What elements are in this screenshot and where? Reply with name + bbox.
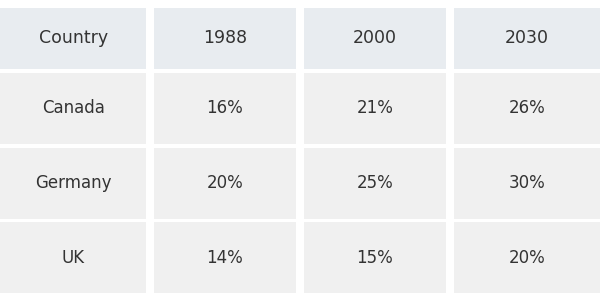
Text: 21%: 21% [356, 99, 394, 117]
Bar [304, 73, 446, 144]
Bar [0, 147, 146, 219]
Text: 20%: 20% [206, 174, 244, 192]
Bar [154, 73, 296, 144]
Bar [0, 8, 146, 69]
Text: 15%: 15% [356, 249, 394, 267]
Text: 20%: 20% [508, 249, 545, 267]
Bar [454, 222, 600, 293]
Bar [304, 8, 446, 69]
Text: 2030: 2030 [505, 29, 549, 47]
Text: UK: UK [62, 249, 85, 267]
Text: 1988: 1988 [203, 29, 247, 47]
Text: 16%: 16% [206, 99, 244, 117]
Text: 14%: 14% [206, 249, 244, 267]
Bar [454, 73, 600, 144]
Bar [454, 147, 600, 219]
Text: 26%: 26% [508, 99, 545, 117]
Bar [304, 147, 446, 219]
Bar [0, 222, 146, 293]
Text: 2000: 2000 [353, 29, 397, 47]
Bar [0, 73, 146, 144]
Bar [154, 8, 296, 69]
Bar [454, 8, 600, 69]
Bar [304, 222, 446, 293]
Text: Canada: Canada [42, 99, 104, 117]
Text: 30%: 30% [508, 174, 545, 192]
Text: Germany: Germany [35, 174, 112, 192]
Text: Country: Country [38, 29, 108, 47]
Bar [154, 222, 296, 293]
Bar [154, 147, 296, 219]
Text: 25%: 25% [356, 174, 394, 192]
